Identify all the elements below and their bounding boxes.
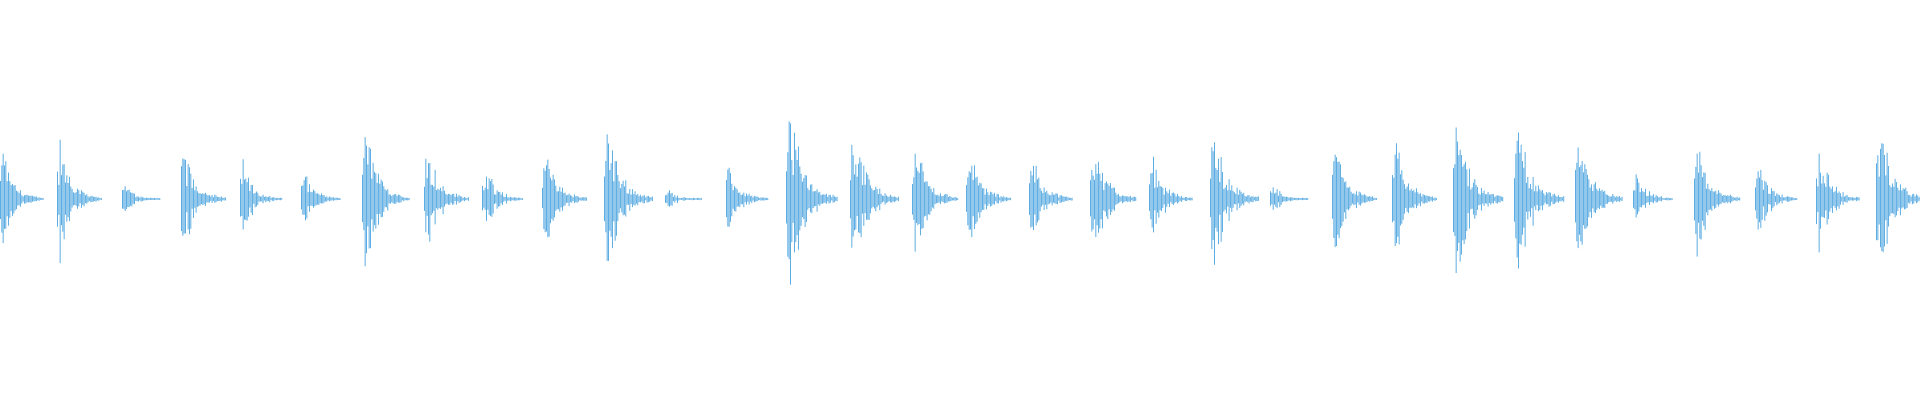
waveform-burst-2	[57, 139, 102, 264]
waveform-burst-16	[912, 153, 959, 252]
waveform-burst-19	[1090, 161, 1137, 238]
waveform-burst-14	[786, 121, 838, 285]
waveform-burst-31	[1816, 153, 1860, 253]
waveform-burst-5	[240, 159, 283, 230]
waveform-burst-15	[850, 144, 899, 248]
waveform-burst-32	[1876, 143, 1920, 253]
waveform-burst-25	[1453, 127, 1504, 273]
waveform-burst-3	[122, 186, 161, 211]
waveform-burst-11	[604, 134, 653, 261]
waveform-burst-9	[482, 176, 523, 221]
waveform-burst-8	[424, 158, 469, 242]
waveform-burst-7	[362, 137, 410, 267]
waveform-burst-13	[726, 167, 769, 227]
waveform-burst-26	[1514, 132, 1565, 269]
waveform-burst-4	[181, 158, 226, 236]
waveform-burst-12	[665, 190, 702, 207]
waveform-burst-29	[1694, 151, 1741, 257]
waveform-burst-30	[1755, 169, 1798, 230]
waveform-burst-10	[542, 159, 587, 238]
waveform-burst-17	[966, 165, 1011, 238]
waveform-burst-27	[1575, 147, 1623, 249]
waveform-burst-24	[1392, 143, 1437, 247]
waveform-burst-28	[1633, 174, 1673, 218]
waveform-burst-22	[1270, 187, 1309, 210]
waveform-burst-23	[1332, 154, 1377, 248]
waveform-burst-18	[1029, 165, 1073, 230]
waveform-burst-6	[301, 176, 341, 221]
waveform-burst-20	[1149, 156, 1193, 233]
waveform-burst-21	[1210, 142, 1259, 265]
waveform-burst-1	[0, 153, 44, 244]
